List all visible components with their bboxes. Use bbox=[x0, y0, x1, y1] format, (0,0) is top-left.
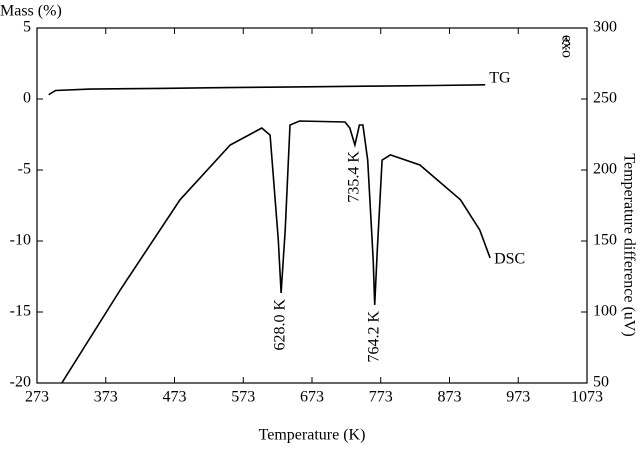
x-tick-label: 873 bbox=[438, 389, 462, 406]
y-tick-label: -15 bbox=[10, 303, 31, 320]
x-tick-label: 1073 bbox=[571, 389, 603, 406]
y2-tick-label: 250 bbox=[593, 90, 617, 107]
peak-label: 628.0 K bbox=[272, 299, 289, 351]
y2-tick-label: 200 bbox=[593, 161, 617, 178]
y-tick-label: -20 bbox=[10, 374, 31, 391]
x-tick-label: 673 bbox=[300, 389, 324, 406]
x-axis-title: Temperature (K) bbox=[259, 427, 366, 444]
data-line bbox=[48, 84, 486, 96]
exo-label: exo bbox=[558, 35, 575, 58]
y2-tick-label: 50 bbox=[593, 374, 609, 391]
y-tick-label: -5 bbox=[18, 161, 31, 178]
peak-label: 764.2 K bbox=[365, 310, 382, 362]
x-tick-label: 373 bbox=[94, 389, 118, 406]
series-label: TG bbox=[489, 69, 511, 86]
y2-tick-label: 100 bbox=[593, 303, 617, 320]
data-line bbox=[61, 120, 491, 384]
y-tick-label: 5 bbox=[23, 19, 31, 36]
x-tick-label: 973 bbox=[506, 389, 530, 406]
y2-axis-title: Temperature difference (uV) bbox=[620, 153, 637, 336]
x-tick-label: 473 bbox=[163, 389, 187, 406]
y-tick-label: -10 bbox=[10, 232, 31, 249]
y-tick-label: 0 bbox=[23, 90, 31, 107]
x-tick-label: 773 bbox=[369, 389, 393, 406]
y2-tick-label: 150 bbox=[593, 232, 617, 249]
y-axis-title: Mass (%) bbox=[0, 3, 62, 20]
x-tick-label: 573 bbox=[231, 389, 255, 406]
x-tick-label: 273 bbox=[25, 389, 49, 406]
series-label: DSC bbox=[494, 251, 525, 268]
peak-label: 735.4 K bbox=[346, 151, 363, 203]
y2-tick-label: 300 bbox=[593, 19, 617, 36]
exo-arrow bbox=[561, 37, 571, 52]
